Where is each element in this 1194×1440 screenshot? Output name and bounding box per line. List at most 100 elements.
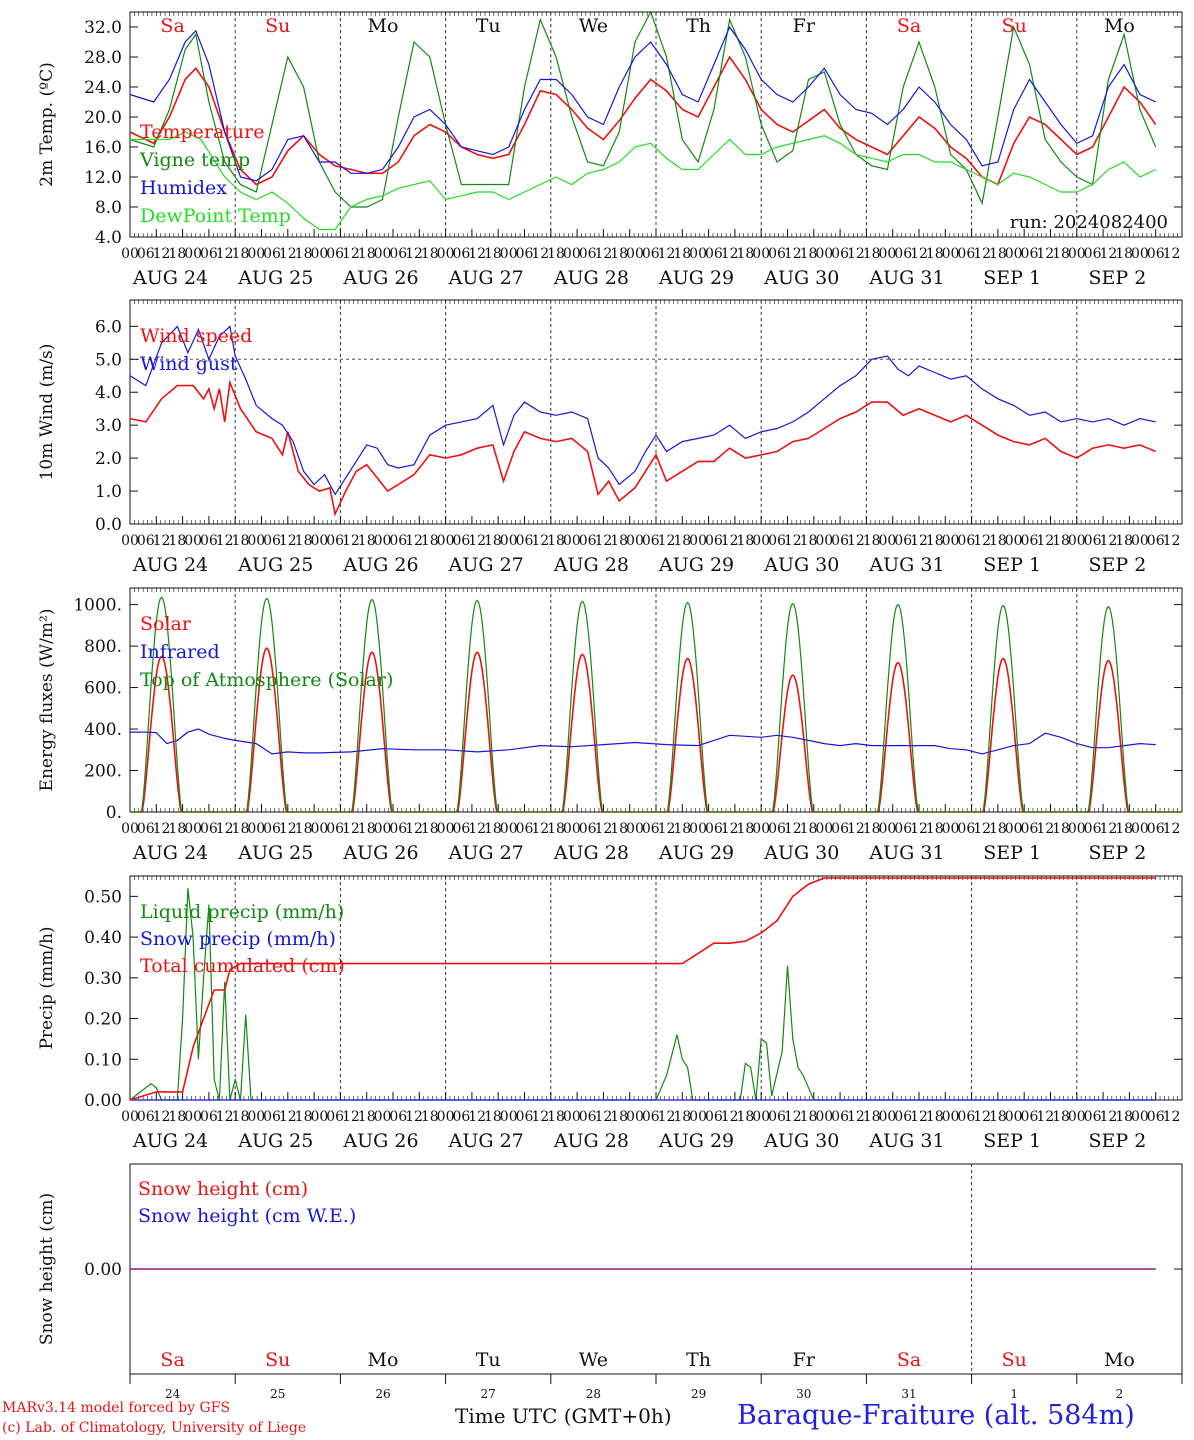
legend-entry: Temperature xyxy=(140,121,264,143)
hour-label: 18 xyxy=(673,821,691,837)
hour-label: 12 xyxy=(531,1109,549,1125)
date-label: AUG 25 xyxy=(237,554,313,576)
legend-entry: Top of Atmosphere (Solar) xyxy=(140,669,393,691)
hour-label: 00 xyxy=(121,1109,139,1125)
weekday-label: Mo xyxy=(368,15,399,37)
y-tick-label: 200. xyxy=(84,762,122,782)
y-tick-label: 0.0 xyxy=(95,515,122,535)
hour-label: 06 xyxy=(768,1109,786,1125)
hour-label: 06 xyxy=(326,246,344,262)
hour-label: 12 xyxy=(216,821,234,837)
date-label: AUG 26 xyxy=(342,1130,418,1152)
weekday-label: We xyxy=(579,15,608,37)
hour-label: 00 xyxy=(1131,533,1149,549)
hour-label: 00 xyxy=(500,246,518,262)
hour-label: 18 xyxy=(1115,1109,1133,1125)
hour-label: 00 xyxy=(1068,1109,1086,1125)
y-tick-label: 2.0 xyxy=(95,449,122,469)
hour-label: 12 xyxy=(658,1109,676,1125)
hour-label: 00 xyxy=(689,533,707,549)
weekday-label: Tu xyxy=(476,1349,501,1371)
hour-label: 12 xyxy=(468,246,486,262)
series-line-dewpoint-temp xyxy=(130,131,1156,231)
hour-label: 06 xyxy=(516,246,534,262)
hour-label: 18 xyxy=(484,821,502,837)
hour-label: 06 xyxy=(389,1109,407,1125)
day-number: 31 xyxy=(901,1387,916,1401)
hour-label: 18 xyxy=(421,1109,439,1125)
y-tick-label: 0.50 xyxy=(84,887,122,907)
hour-label: 18 xyxy=(926,821,944,837)
hour-label: 12 xyxy=(1036,533,1054,549)
y-tick-label: 0.00 xyxy=(84,1260,122,1280)
day-number: 1 xyxy=(1010,1387,1018,1401)
hour-label: 18 xyxy=(547,533,565,549)
date-label: AUG 29 xyxy=(658,842,734,864)
hour-label: 00 xyxy=(184,533,202,549)
y-tick-label: 0.00 xyxy=(84,1091,122,1111)
panel-4 xyxy=(129,875,1183,1101)
hour-label: 18 xyxy=(1052,533,1070,549)
hour-label: 00 xyxy=(815,533,833,549)
hour-label: 06 xyxy=(200,821,218,837)
date-label: AUG 25 xyxy=(237,1130,313,1152)
hour-label: 00 xyxy=(689,246,707,262)
hour-label: 18 xyxy=(295,1109,313,1125)
legend-entry: Infrared xyxy=(140,641,220,663)
hour-label: 18 xyxy=(168,1109,186,1125)
hour-label: 18 xyxy=(800,821,818,837)
date-label: AUG 30 xyxy=(763,1130,839,1152)
y-tick-label: 5.0 xyxy=(95,350,122,370)
day-number: 29 xyxy=(691,1387,706,1401)
weekday-label: Mo xyxy=(1104,1349,1135,1371)
y-tick-label: 1000. xyxy=(73,596,122,616)
panel-2 xyxy=(129,299,1183,525)
weekday-label: Sa xyxy=(897,1349,921,1371)
y-tick-label: 0.10 xyxy=(84,1050,122,1070)
hour-label: 18 xyxy=(1115,246,1133,262)
hour-label: 06 xyxy=(831,533,849,549)
y-tick-label: 32.0 xyxy=(84,18,122,38)
legend-entry: Vigne temp xyxy=(139,149,250,171)
hour-label: 00 xyxy=(1005,533,1023,549)
hour-label: 18 xyxy=(358,533,376,549)
hour-label: 00 xyxy=(1068,533,1086,549)
hour-label: 06 xyxy=(200,246,218,262)
hour-label: 06 xyxy=(516,821,534,837)
hour-label: 12 xyxy=(342,821,360,837)
hour-label: 00 xyxy=(1131,821,1149,837)
hour-label: 12 xyxy=(405,821,423,837)
hour-label: 00 xyxy=(626,1109,644,1125)
hour-label: 06 xyxy=(957,246,975,262)
hour-label: 18 xyxy=(358,821,376,837)
date-label: AUG 31 xyxy=(868,842,944,864)
weekday-label: Th xyxy=(686,15,711,37)
hour-label: 12 xyxy=(973,821,991,837)
y-axis-label: 10m Wind (m/s) xyxy=(37,344,57,481)
series-line-top-of-atmosphere-solar- xyxy=(130,596,1182,813)
hour-label: 12 xyxy=(910,246,928,262)
hour-label: 12 xyxy=(847,1109,865,1125)
hour-label: 18 xyxy=(863,821,881,837)
hour-label: 06 xyxy=(263,246,281,262)
hour-label: 18 xyxy=(863,533,881,549)
date-label: AUG 27 xyxy=(448,267,524,289)
hour-label: 06 xyxy=(705,246,723,262)
hour-label: 06 xyxy=(579,1109,597,1125)
hour-label: 12 xyxy=(1099,246,1117,262)
hour-label: 00 xyxy=(879,533,897,549)
date-label: AUG 25 xyxy=(237,842,313,864)
hour-label: 18 xyxy=(295,533,313,549)
date-label: AUG 28 xyxy=(553,554,629,576)
hour-label: 12 xyxy=(1163,246,1181,262)
weekday-label: Tu xyxy=(476,15,501,37)
hour-label: 12 xyxy=(784,533,802,549)
y-tick-label: 600. xyxy=(84,679,122,699)
hour-label: 18 xyxy=(800,246,818,262)
series-line-wind-speed xyxy=(129,379,1157,517)
hour-label: 06 xyxy=(137,821,155,837)
hour-label: 06 xyxy=(768,533,786,549)
hour-label: 18 xyxy=(926,246,944,262)
hour-label: 12 xyxy=(847,246,865,262)
